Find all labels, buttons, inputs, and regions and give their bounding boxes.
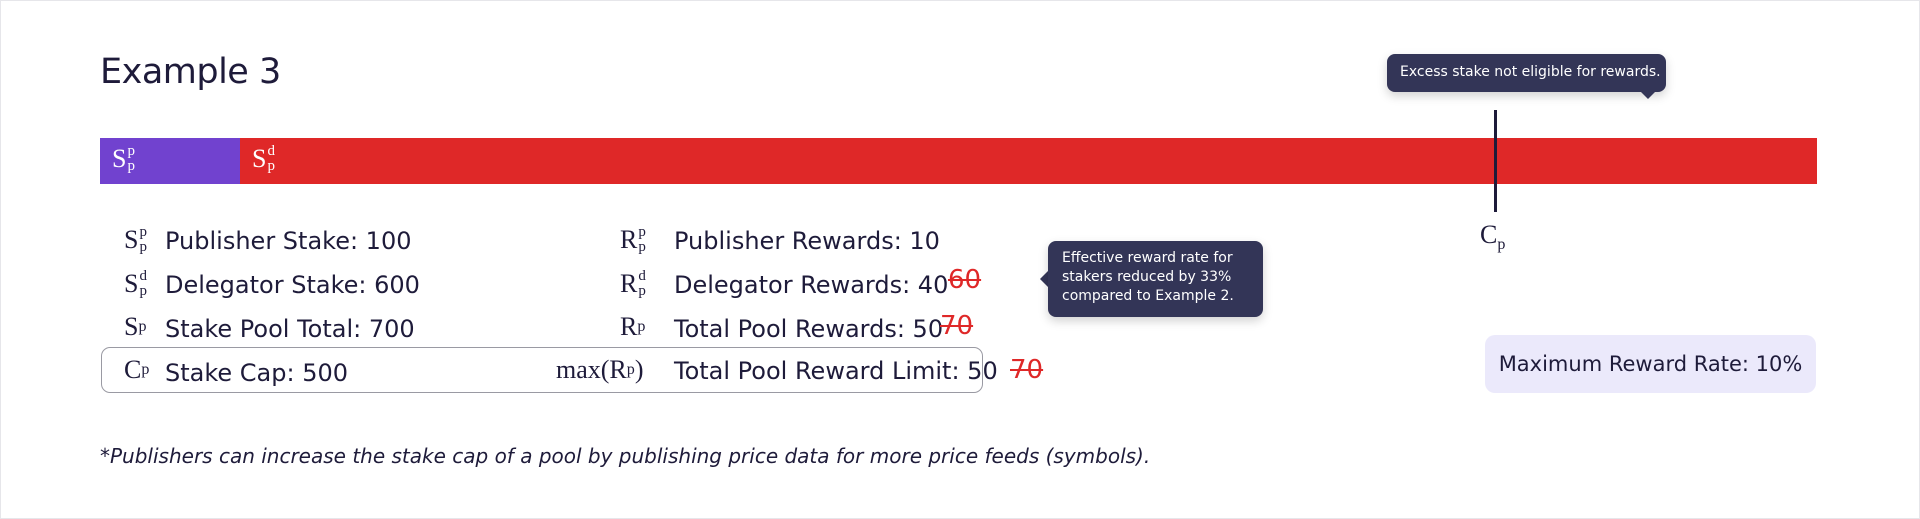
stake-pool-total-text: Stake Pool Total: 700	[165, 315, 415, 343]
excess-stake-tooltip-text: Excess stake not eligible for rewards.	[1400, 64, 1661, 80]
stake-cap-marker-line	[1494, 110, 1497, 212]
reward-limit-previous-value: 70	[1010, 355, 1044, 385]
publisher-stake-text: Publisher Stake: 100	[165, 227, 412, 255]
effective-rate-tooltip: Effective reward rate for stakers reduce…	[1048, 241, 1263, 317]
page-title: Example 3	[100, 52, 281, 92]
stake-cap-row-outline	[101, 347, 983, 393]
total-pool-rewards-previous-value: 70	[940, 311, 974, 341]
publisher-rewards-text: Publisher Rewards: 10	[674, 227, 940, 255]
stake-cap-marker-label: Cp	[1480, 220, 1506, 254]
reward-limit-text: Total Pool Reward Limit: 50	[674, 357, 998, 385]
excess-stake-tooltip-arrow	[1640, 91, 1656, 99]
delegator-stake-text: Delegator Stake: 600	[165, 271, 420, 299]
maximum-reward-rate-badge: Maximum Reward Rate: 10%	[1485, 335, 1816, 393]
delegator-rewards-previous-value: 60	[948, 265, 982, 295]
footnote: *Publishers can increase the stake cap o…	[100, 444, 1151, 468]
excess-stake-tooltip: Excess stake not eligible for rewards.	[1387, 54, 1666, 92]
effective-rate-tooltip-arrow	[1040, 271, 1048, 287]
stake-cap-text: Stake Cap: 500	[165, 359, 349, 387]
effective-rate-tooltip-text: Effective reward rate for stakers reduce…	[1062, 250, 1234, 304]
total-pool-rewards-text: Total Pool Rewards: 50	[674, 315, 944, 343]
delegator-rewards-text: Delegator Rewards: 40	[674, 271, 949, 299]
